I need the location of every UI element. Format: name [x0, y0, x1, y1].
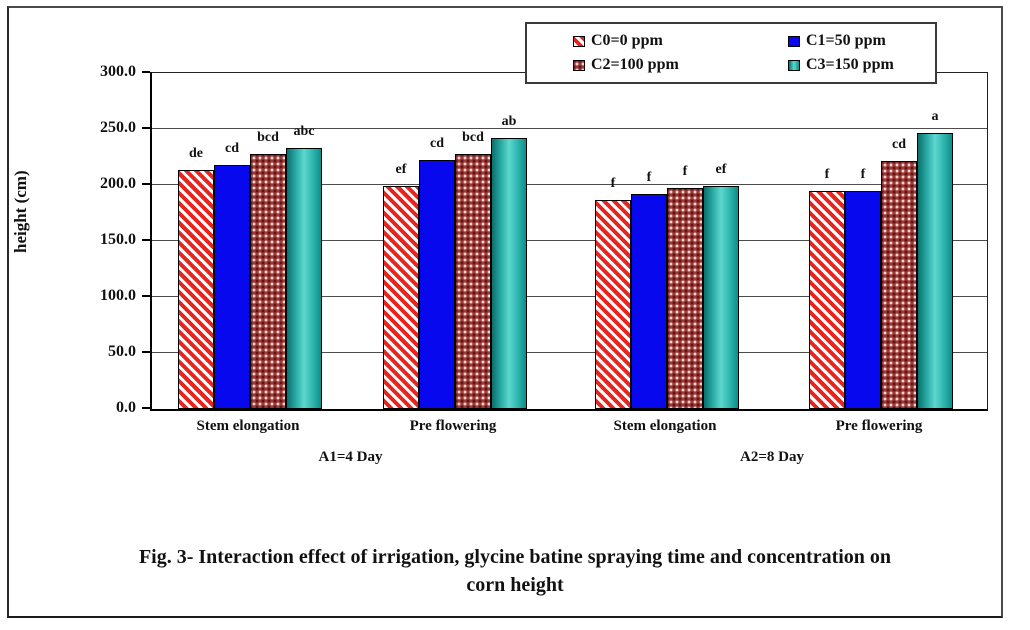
gridline-250	[152, 128, 987, 129]
y-axis-tick-label: 200.0	[100, 175, 136, 192]
plot-area: de cd bcd abc ef cd bcd ab f f f ef f f cd a	[150, 72, 988, 411]
y-axis-tick-label: 100.0	[100, 287, 136, 304]
x-category-label-3: Stem elongation	[613, 418, 717, 434]
bar-s3-g1	[286, 148, 322, 409]
bar-s0-g3	[595, 200, 631, 409]
legend-swatch-c2-icon	[573, 59, 585, 71]
y-axis-tick-label: 250.0	[100, 119, 136, 136]
legend-label-c1: C1=50 ppm	[806, 32, 886, 49]
y-axis-tick	[142, 407, 150, 409]
legend-item-c1: C1=50 ppm	[788, 33, 935, 49]
legend-item-c2: C2=100 ppm	[573, 57, 788, 73]
bar-s2-g4	[881, 161, 917, 409]
bar-s1-g1	[214, 165, 250, 409]
bar-group-3: f f f ef	[595, 73, 739, 409]
x-category-label-4: Pre flowering	[835, 418, 923, 434]
bar-s2-g3	[667, 188, 703, 409]
bar-significance-label: f	[824, 167, 830, 182]
y-axis-tick-label: 50.0	[108, 343, 136, 360]
x-group-label-1: A1=4 Day	[318, 449, 383, 465]
bar-significance-label: cd	[892, 137, 906, 152]
legend-label-c3: C3=150 ppm	[806, 56, 894, 73]
legend-item-c0: C0=0 ppm	[573, 33, 788, 49]
bar-significance-label: bcd	[462, 130, 484, 145]
bar-s1-g3	[631, 194, 667, 409]
bar-significance-label: f	[860, 167, 866, 182]
bar-group-4: f f cd a	[809, 73, 953, 409]
legend-swatch-c1-icon	[788, 35, 800, 47]
x-group-label-2: A2=8 Day	[740, 449, 804, 465]
x-category-label-1: Stem elongation	[196, 418, 300, 434]
bar-s0-g1	[178, 170, 214, 409]
bar-significance-label: a	[931, 109, 939, 124]
legend-label-c2: C2=100 ppm	[591, 56, 679, 73]
bar-significance-label: f	[646, 170, 652, 185]
bar-s3-g2	[491, 138, 527, 409]
bar-significance-label: bcd	[257, 130, 279, 145]
figure-caption: Fig. 3- Interaction effect of irrigation…	[138, 546, 892, 596]
bar-group-1: de cd bcd abc	[178, 73, 322, 409]
gridline-50	[152, 352, 987, 353]
bar-significance-label: cd	[225, 141, 239, 156]
bar-s0-g4	[809, 191, 845, 409]
y-axis-tick	[142, 239, 150, 241]
legend-label-c0: C0=0 ppm	[591, 32, 663, 49]
bar-significance-label: ab	[501, 114, 517, 129]
y-axis-tick	[142, 71, 150, 73]
y-axis-tick	[142, 127, 150, 129]
gridline-100	[152, 296, 987, 297]
bar-significance-label: cd	[430, 136, 444, 151]
bar-significance-label: ef	[395, 162, 407, 177]
y-axis-tick-label: 300.0	[100, 63, 136, 80]
bar-s0-g2	[383, 186, 419, 409]
y-axis-tick	[142, 295, 150, 297]
bar-significance-label: abc	[293, 124, 315, 139]
y-axis-tick-label: 0.0	[116, 399, 136, 416]
legend: C0=0 ppm C1=50 ppm C2=100 ppm C3=150 ppm	[525, 22, 937, 84]
legend-item-c3: C3=150 ppm	[788, 57, 935, 73]
legend-swatch-c0-icon	[573, 35, 585, 47]
x-category-label-2: Pre flowering	[409, 418, 497, 434]
bar-s2-g1	[250, 154, 286, 409]
y-axis-tick	[142, 183, 150, 185]
bar-significance-label: f	[610, 176, 616, 191]
bar-group-2: ef cd bcd ab	[383, 73, 527, 409]
bar-s2-g2	[455, 154, 491, 409]
bar-s1-g2	[419, 160, 455, 409]
gridline-200	[152, 184, 987, 185]
y-axis-tick-label: 150.0	[100, 231, 136, 248]
bar-significance-label: de	[189, 146, 203, 161]
bar-s3-g4	[917, 133, 953, 409]
legend-swatch-c3-icon	[788, 59, 800, 71]
bar-s3-g3	[703, 186, 739, 409]
bar-s1-g4	[845, 191, 881, 409]
gridline-150	[152, 240, 987, 241]
bar-significance-label: ef	[715, 162, 727, 177]
y-axis-tick	[142, 351, 150, 353]
bar-significance-label: f	[682, 164, 688, 179]
